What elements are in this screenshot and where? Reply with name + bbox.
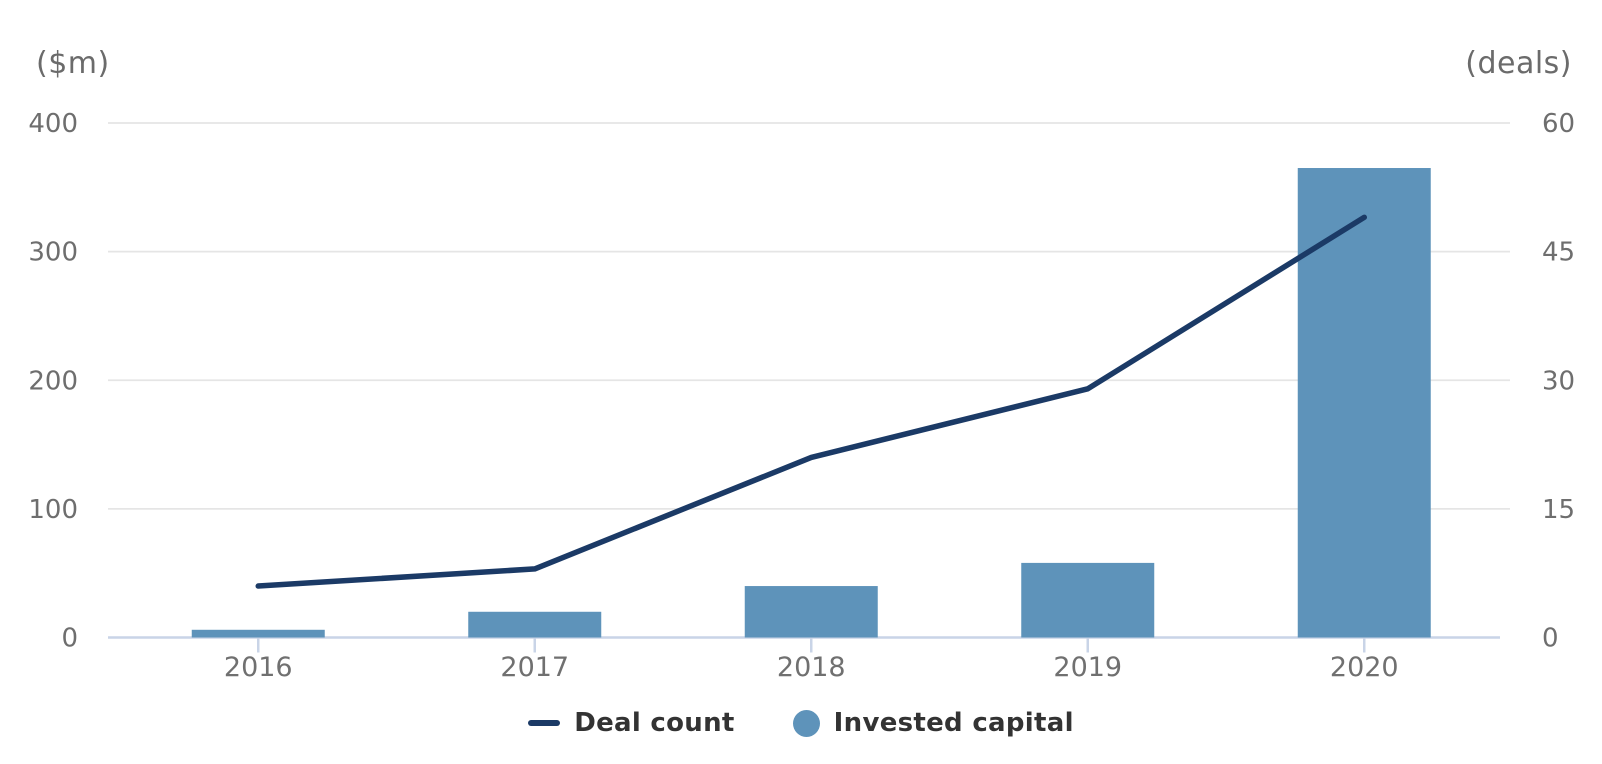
legend-item-deal-count[interactable]: Deal count [528,708,734,738]
left-axis-tick-label: 0 [61,624,78,654]
right-axis-title: (deals) [1465,46,1572,81]
category-label-2017: 2017 [500,652,569,683]
left-axis-tick-label: 300 [28,238,78,268]
category-label-2020: 2020 [1330,652,1399,683]
left-axis-tick-label: 100 [28,495,78,525]
bar-2020[interactable] [1297,168,1431,638]
category-label-2019: 2019 [1053,652,1122,683]
bar-2017[interactable] [468,611,602,638]
deal-count-line[interactable] [255,214,1367,589]
deal-count-line-swatch-icon [528,720,561,726]
legend-item-invested-capital[interactable]: Invested capital [792,708,1074,738]
right-axis-tick-label: 15 [1542,495,1575,525]
right-axis-tick-label: 60 [1542,109,1575,139]
left-axis-title: ($m) [36,46,110,81]
chart-legend: Deal count Invested capital [0,708,1602,738]
bar-2016[interactable] [191,629,325,638]
right-axis-tick-label: 45 [1542,238,1575,268]
invested-capital-dot-swatch-icon [792,709,820,737]
right-axis-tick-label: 0 [1542,624,1559,654]
right-axis-tick-label: 30 [1542,366,1575,396]
category-label-2016: 2016 [224,652,293,683]
bar-2018[interactable] [744,586,878,638]
legend-label-deal-count: Deal count [574,708,735,738]
category-label-2018: 2018 [777,652,846,683]
left-axis-tick-label: 400 [28,109,78,139]
legend-label-invested-capital: Invested capital [833,708,1074,738]
left-axis-tick-label: 200 [28,366,78,396]
bar-2019[interactable] [1021,562,1155,638]
